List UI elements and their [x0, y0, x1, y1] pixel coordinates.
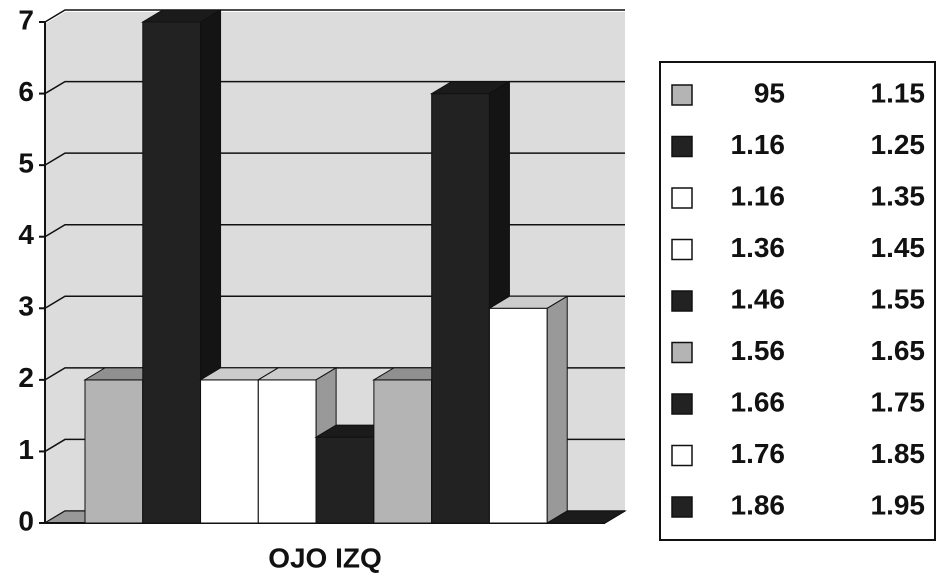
- legend-label: 1.16: [731, 180, 786, 211]
- legend-label: 1.16: [731, 129, 786, 160]
- legend-label: 1.85: [871, 438, 926, 469]
- bar: [373, 379, 433, 524]
- bar: [315, 436, 375, 524]
- bar-side: [546, 295, 568, 524]
- y-tick-label: 1: [18, 434, 34, 465]
- legend-swatch: [671, 135, 693, 158]
- legend-swatch: [671, 187, 693, 209]
- grid-line: [44, 9, 625, 23]
- legend-label: 1.45: [871, 232, 926, 263]
- bar: [431, 93, 490, 524]
- legend-swatch: [671, 341, 693, 364]
- legend-box: [659, 61, 936, 541]
- bar: [200, 379, 259, 524]
- legend-label: 1.66: [731, 386, 786, 417]
- bar-side: [604, 510, 626, 524]
- y-tick-label: 3: [18, 291, 34, 322]
- legend-label: 1.36: [731, 232, 786, 263]
- legend-label: 95: [754, 77, 785, 108]
- legend-swatch: [671, 393, 693, 415]
- y-tick-label: 0: [18, 505, 34, 536]
- bar: [257, 379, 317, 524]
- y-tick-label: 4: [18, 219, 34, 250]
- legend-label: 1.86: [731, 489, 786, 520]
- grid-line: [44, 80, 625, 95]
- legend-label: 1.55: [871, 283, 926, 314]
- bar: [488, 307, 548, 524]
- bar: [142, 21, 202, 524]
- legend-label: 1.75: [871, 386, 926, 417]
- y-tick-label: 5: [18, 148, 34, 179]
- legend-label: 1.25: [871, 129, 926, 160]
- bar: [84, 379, 144, 524]
- legend-swatch: [671, 290, 693, 312]
- legend-label: 1.46: [731, 283, 786, 314]
- y-tick-label: 7: [18, 4, 34, 35]
- legend-swatch: [671, 84, 693, 106]
- legend-swatch: [671, 496, 693, 518]
- legend-label: 1.76: [731, 438, 786, 469]
- legend-label: 1.35: [871, 180, 926, 211]
- x-tick-label: OJO IZQ: [268, 542, 382, 573]
- legend-swatch: [671, 444, 693, 467]
- y-tick-label: 6: [18, 76, 34, 107]
- legend-label: 1.95: [871, 489, 926, 520]
- y-tick-label: 2: [18, 362, 34, 393]
- legend-label: 1.56: [731, 335, 786, 366]
- legend-swatch: [671, 238, 693, 261]
- legend-label: 1.65: [871, 335, 926, 366]
- legend-label: 1.15: [871, 77, 926, 108]
